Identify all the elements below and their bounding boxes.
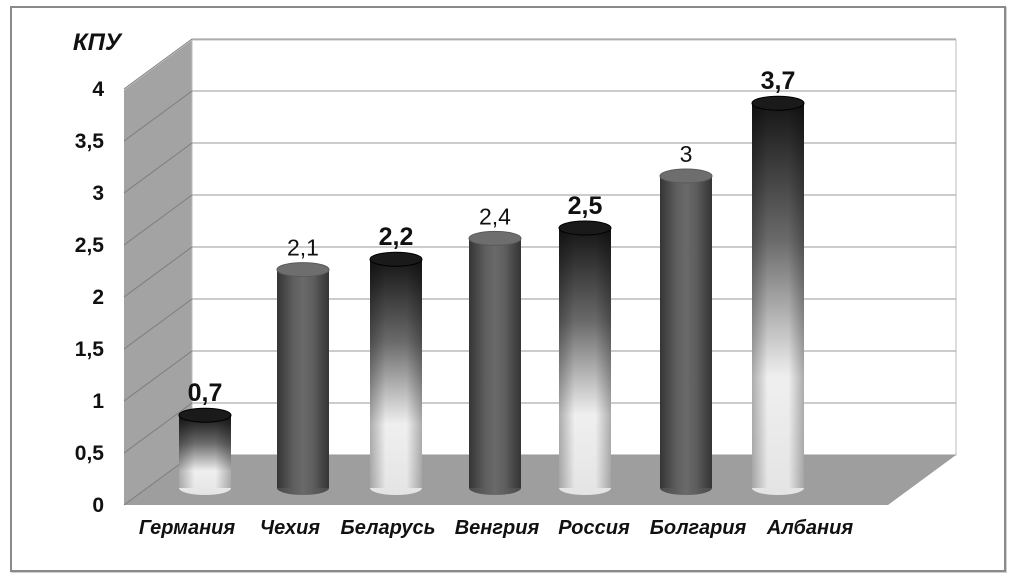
bar — [276, 262, 330, 495]
y-tick-label: 3 — [92, 182, 104, 205]
y-tick-label: 1,5 — [75, 338, 105, 361]
y-tick-label: 0,5 — [75, 442, 105, 465]
chart-walls — [124, 39, 957, 505]
category-label: Чехия — [260, 517, 320, 539]
bar-shading — [277, 269, 329, 488]
bar-shading — [752, 103, 804, 488]
value-label: 3,7 — [761, 67, 796, 95]
value-label: 2,1 — [287, 235, 319, 261]
category-label: Албания — [766, 517, 853, 539]
bar — [659, 168, 713, 495]
y-tick-label: 1 — [92, 390, 104, 413]
value-label: 0,7 — [188, 379, 223, 407]
bar-shading — [559, 228, 611, 488]
side-gridline — [123, 402, 193, 454]
side-gridline — [123, 246, 193, 298]
bar — [468, 230, 522, 495]
y-axis: 0 0,5 1 1,5 2 2,5 3 3,5 4 — [75, 78, 105, 517]
y-tick-label: 0 — [92, 494, 104, 517]
bar-top — [558, 220, 612, 236]
category-label: Болгария — [650, 517, 747, 539]
y-tick-label: 2,5 — [75, 234, 105, 257]
value-label: 2,2 — [379, 223, 414, 251]
bar-top — [178, 407, 232, 423]
chart-title: КПУ — [73, 29, 123, 56]
y-tick-label: 3,5 — [75, 130, 105, 153]
side-gridline — [123, 38, 193, 90]
value-label: 3 — [680, 141, 693, 167]
bar-top — [751, 95, 805, 111]
bar-shading — [660, 176, 712, 488]
bar-shading — [469, 238, 521, 488]
side-gridline — [123, 194, 193, 246]
bar — [369, 251, 423, 495]
floor — [124, 455, 956, 505]
bar — [558, 220, 612, 495]
category-label: Германия — [139, 517, 236, 539]
category-label: Россия — [558, 517, 630, 539]
bar — [751, 95, 805, 495]
category-label: Беларусь — [341, 517, 436, 539]
bar-shading — [179, 415, 231, 488]
bars — [178, 95, 805, 495]
side-gridline — [123, 90, 193, 142]
title-box — [52, 14, 142, 70]
bar-top — [468, 230, 522, 246]
bar-shading — [370, 259, 422, 488]
value-labels: 0,7 2,1 2,2 2,4 2,5 3 3,7 — [188, 67, 796, 407]
value-label: 2,4 — [479, 203, 511, 229]
bar-top — [659, 168, 713, 184]
value-label: 2,5 — [568, 192, 603, 220]
y-tick-label: 4 — [92, 78, 104, 101]
side-gridline — [123, 298, 193, 350]
side-gridline — [123, 142, 193, 194]
bar — [178, 407, 232, 495]
y-tick-label: 2 — [92, 286, 104, 309]
bar-top — [369, 251, 423, 267]
x-axis: Германия Чехия Беларусь Венгрия Россия Болгар… — [139, 517, 854, 539]
category-label: Венгрия — [455, 517, 540, 539]
side-gridline — [123, 350, 193, 402]
bar-top — [276, 262, 330, 278]
